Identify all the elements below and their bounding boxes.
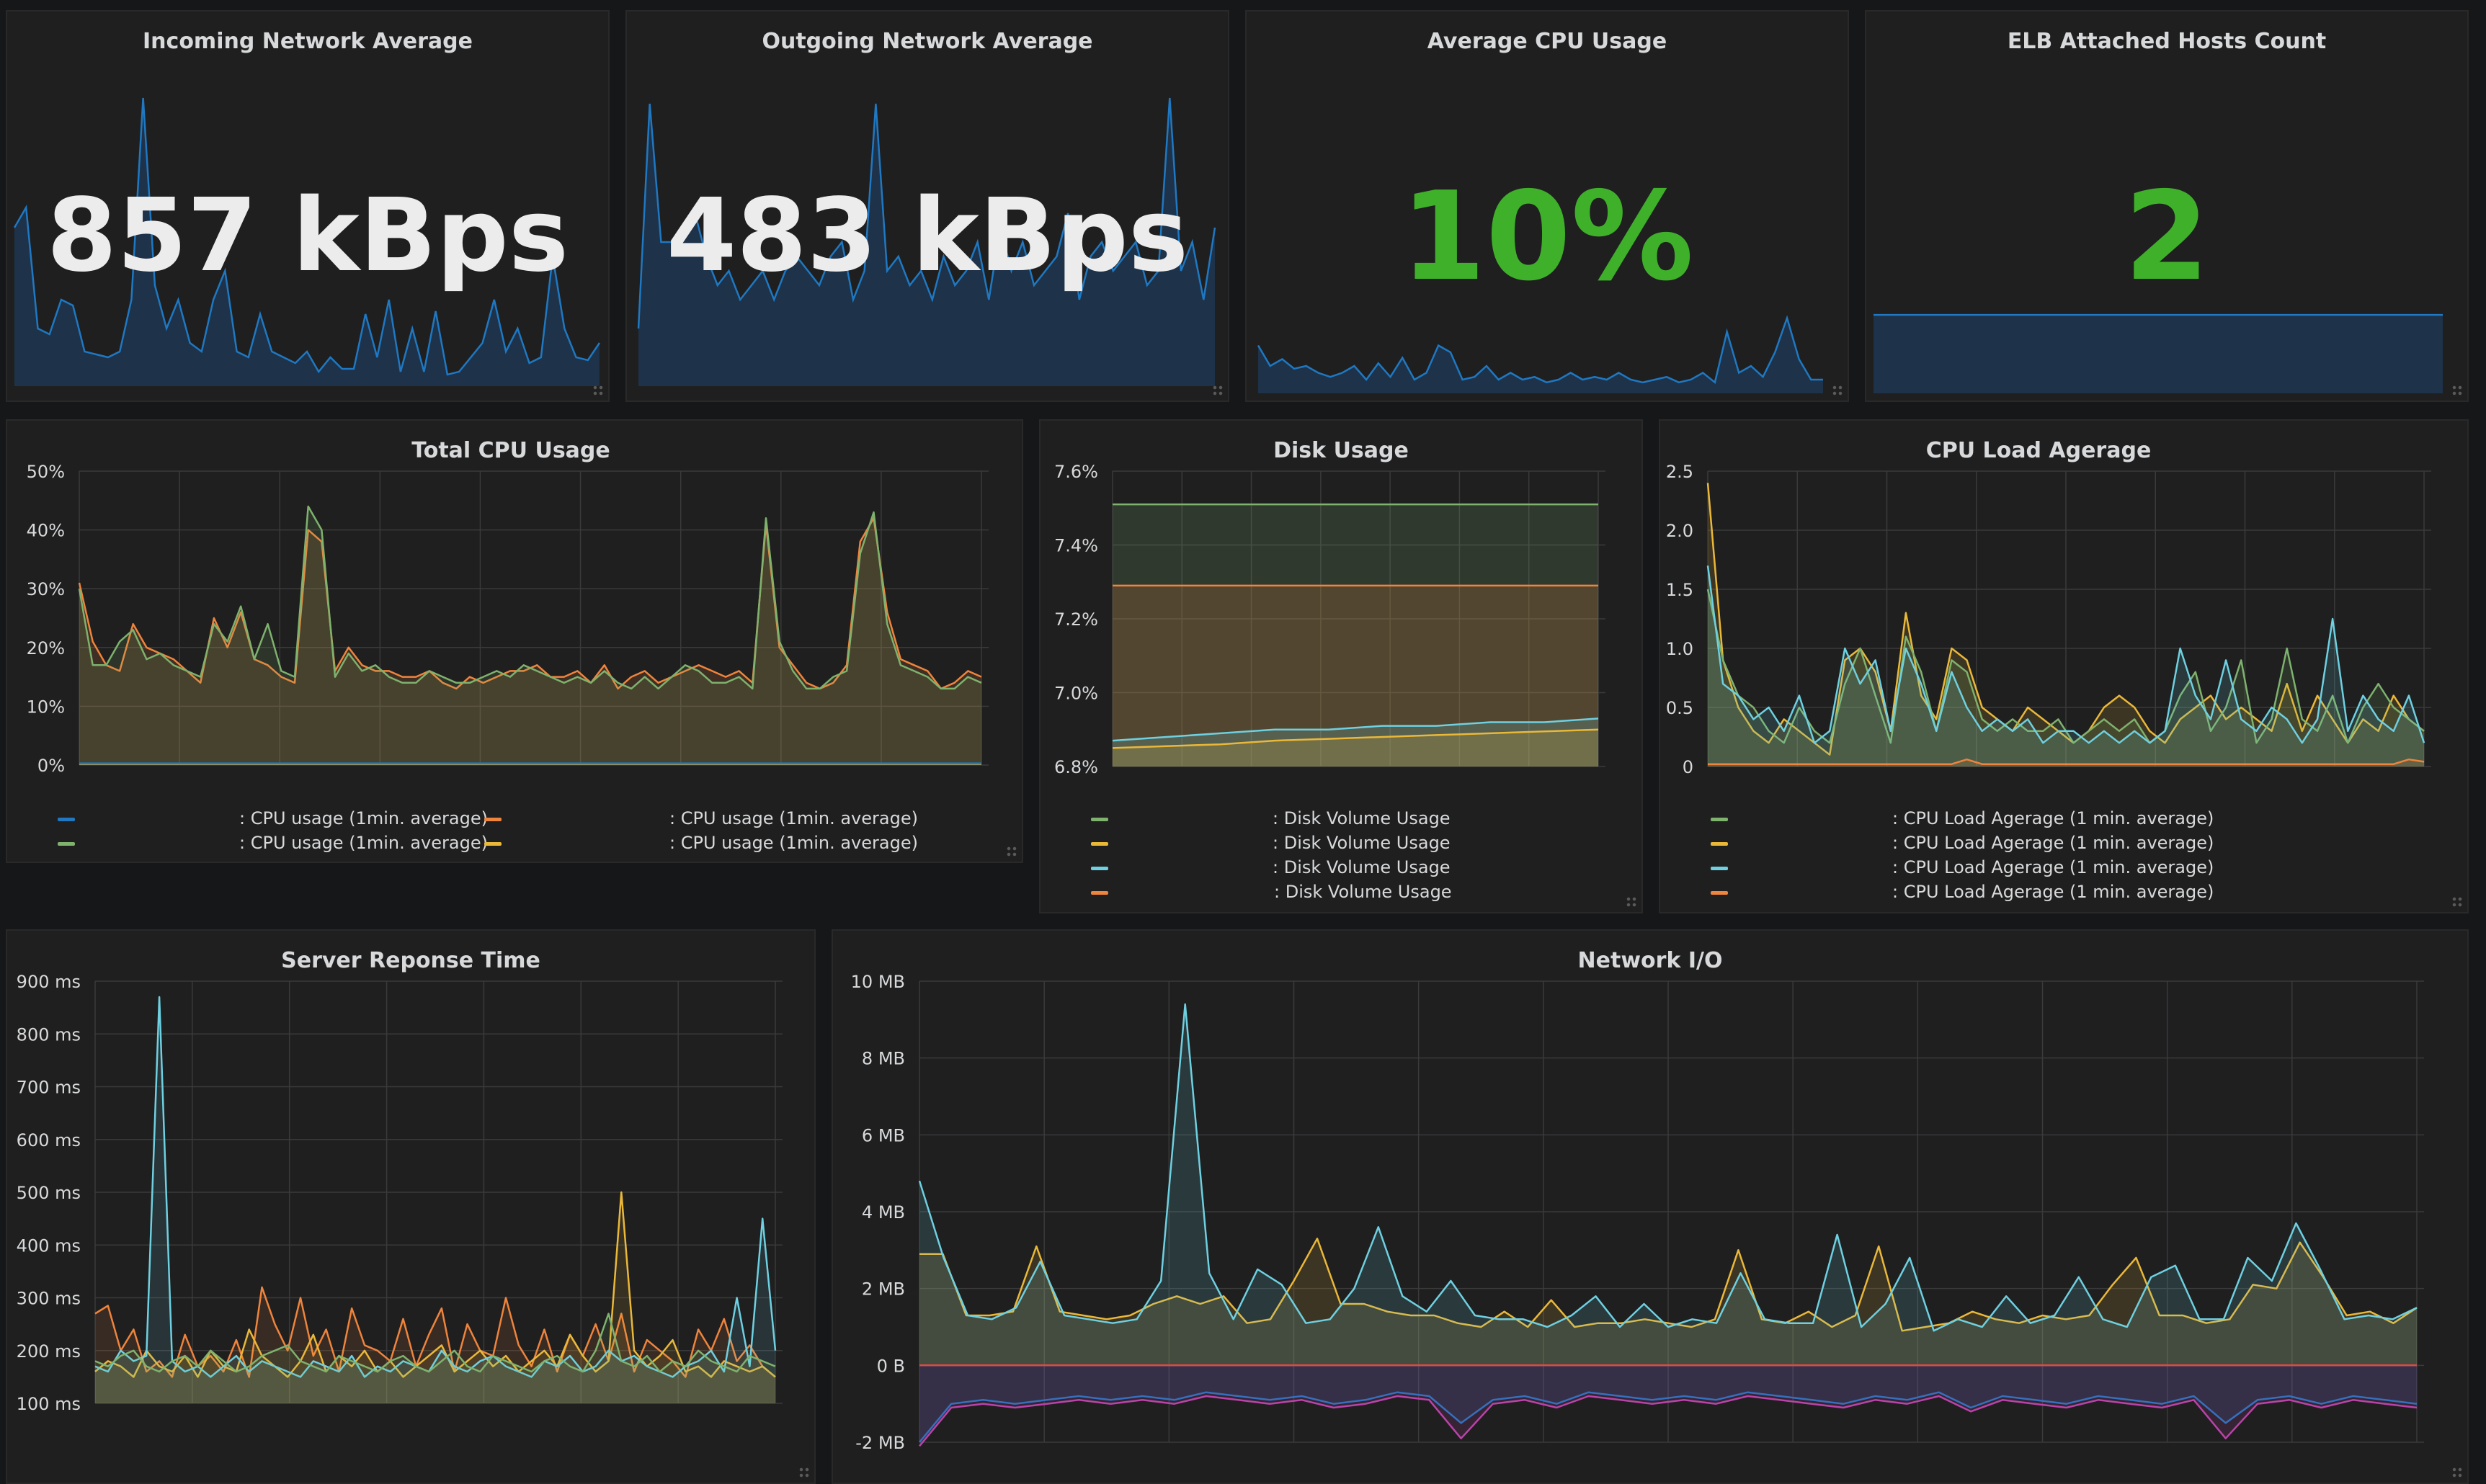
sparkline-area [1258, 318, 1823, 394]
resize-handle[interactable] [798, 1467, 810, 1478]
y-tick-label: 7.6% [1054, 462, 1098, 482]
y-tick-label: 7.4% [1054, 536, 1098, 556]
server-response-graph: 900 ms 800 ms 700 ms 600 ms 500 ms 400 ms 300 … [7, 931, 816, 1484]
legend-label: : CPU Load Agerage (1 min. average) [1892, 857, 2214, 877]
legend-label: : CPU Load Agerage (1 min. average) [1892, 808, 2214, 828]
legend-swatch [484, 842, 502, 846]
resize-handle[interactable] [592, 385, 604, 396]
y-tick-label: 300 ms [17, 1289, 81, 1309]
y-tick-label: 100 ms [17, 1394, 81, 1414]
stat-panel-outgoing[interactable]: Outgoing Network Average 483 kBps [625, 10, 1229, 402]
y-tick-label: 7.2% [1054, 609, 1098, 630]
legend-label: : CPU usage (1min. average) [669, 833, 918, 853]
resize-handle[interactable] [1006, 846, 1017, 857]
legend-label: : CPU usage (1min. average) [669, 808, 918, 828]
network-io-graph: 10 MB 8 MB 6 MB 4 MB 2 MB 0 B -2 MB [833, 931, 2469, 1484]
legend-swatch [1711, 842, 1728, 846]
y-tick-label: 800 ms [17, 1024, 81, 1045]
y-tick-label: -2 MB [855, 1433, 905, 1453]
y-tick-label: 7.0% [1054, 684, 1098, 704]
series-area-green [79, 506, 981, 765]
y-tick-label: 600 ms [17, 1130, 81, 1150]
stat-value: 2 [1866, 166, 2467, 308]
y-tick-label: 1.5 [1666, 580, 1693, 600]
legend-swatch [484, 818, 502, 821]
legend-label: : CPU Load Agerage (1 min. average) [1892, 882, 2214, 902]
stat-panel-incoming[interactable]: Incoming Network Average 857 kBps [6, 10, 610, 402]
y-tick-label: 4 MB [862, 1202, 905, 1222]
legend-swatch [1091, 867, 1108, 870]
y-tick-label: 6.8% [1054, 757, 1098, 777]
y-tick-label: 0.5 [1666, 698, 1693, 718]
y-tick-label: 500 ms [17, 1183, 81, 1203]
legend-label: : CPU usage (1min. average) [239, 833, 488, 853]
legend: : CPU usage (1min. average) : CPU usage … [58, 808, 994, 851]
resize-handle[interactable] [2451, 896, 2463, 908]
stat-value: 857 kBps [7, 177, 608, 295]
y-tick-label: 2 MB [862, 1279, 905, 1300]
y-tick-label: 2.0 [1666, 521, 1693, 541]
y-tick-label: 8 MB [862, 1049, 905, 1069]
legend: : Disk Volume Usage : Disk Volume Usage … [1091, 808, 1595, 906]
y-tick-label: 0 B [877, 1356, 905, 1376]
stat-panel-elb-hosts[interactable]: ELB Attached Hosts Count 2 [1865, 10, 2469, 402]
resize-handle[interactable] [1626, 896, 1637, 908]
y-tick-label: 20% [27, 638, 65, 658]
y-tick-label: 30% [27, 579, 65, 599]
total-cpu-panel[interactable]: Total CPU Usage 50%40%30%20%10%0% : CPU … [6, 419, 1023, 863]
resize-handle[interactable] [2451, 385, 2463, 396]
legend-swatch [58, 818, 75, 821]
total-cpu-graph: 50% 40% 30% 20% 10% 0% [7, 421, 1023, 863]
y-tick-label: 1.0 [1666, 639, 1693, 659]
y-tick-label: 10% [27, 697, 65, 717]
y-tick-label: 700 ms [17, 1078, 81, 1098]
stat-value: 483 kBps [627, 177, 1228, 295]
y-tick-label: 200 ms [17, 1341, 81, 1362]
y-tick-label: 2.5 [1666, 462, 1693, 482]
legend: : CPU Load Agerage (1 min. average) : CP… [1711, 808, 2431, 906]
y-tick-label: 10 MB [851, 972, 905, 992]
y-tick-label: 900 ms [17, 972, 81, 992]
resize-handle[interactable] [1832, 385, 1843, 396]
disk-usage-panel[interactable]: Disk Usage 7.6%7.4%7.2%7.0%6.8% : Disk V… [1039, 419, 1643, 913]
legend-swatch [1711, 891, 1728, 895]
legend-label: : CPU usage (1min. average) [239, 808, 488, 828]
y-tick-label: 6 MB [862, 1125, 905, 1145]
legend-label: : Disk Volume Usage [1274, 882, 1452, 902]
stat-panel-cpu[interactable]: Average CPU Usage 10% [1245, 10, 1849, 402]
y-tick-label: 0% [37, 756, 65, 776]
legend-swatch [1091, 891, 1108, 895]
legend-swatch [1091, 818, 1108, 821]
sparkline-line [1258, 318, 1823, 383]
legend-label: : Disk Volume Usage [1273, 833, 1451, 853]
legend-swatch [1711, 818, 1728, 821]
sparkline-area [1874, 315, 2443, 393]
y-tick-label: 50% [27, 462, 65, 482]
y-tick-label: 0 [1683, 757, 1693, 777]
legend-label: : Disk Volume Usage [1273, 808, 1451, 828]
legend-swatch [1091, 842, 1108, 846]
resize-handle[interactable] [2451, 1467, 2463, 1478]
y-tick-label: 40% [27, 521, 65, 541]
legend-label: : CPU Load Agerage (1 min. average) [1892, 833, 2214, 853]
legend-label: : Disk Volume Usage [1273, 857, 1451, 877]
resize-handle[interactable] [1212, 385, 1224, 396]
y-tick-label: 400 ms [17, 1235, 81, 1256]
legend-swatch [58, 842, 75, 846]
legend-swatch [1711, 867, 1728, 870]
stat-value: 10% [1247, 166, 1848, 308]
